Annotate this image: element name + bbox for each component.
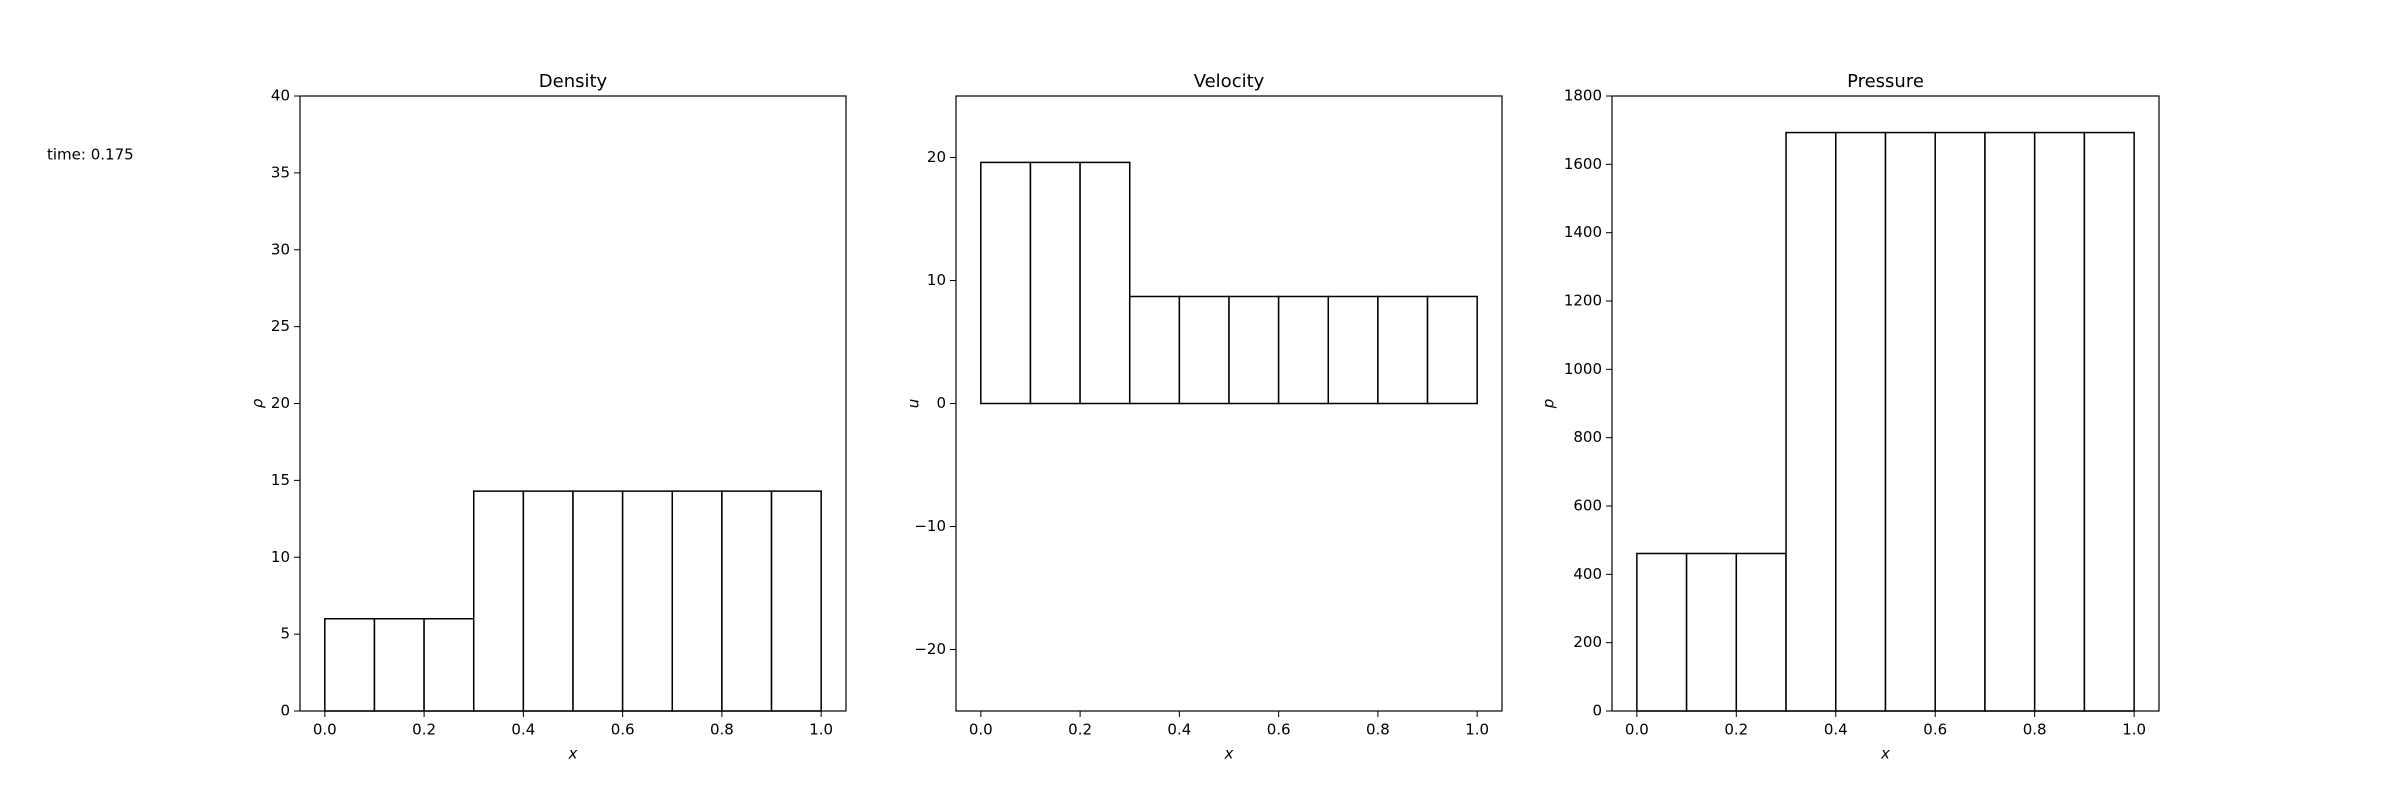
y-tick-label: 15: [271, 471, 290, 489]
x-axis-label: x: [1224, 745, 1234, 763]
y-tick-label: 10: [271, 548, 290, 566]
y-tick-label: 0: [936, 394, 946, 412]
bar: [423, 618, 475, 712]
y-tick-label: 800: [1573, 428, 1602, 446]
chart-title: Density: [539, 71, 608, 92]
bar: [2083, 131, 2135, 712]
x-tick-label: 0.8: [1366, 721, 1390, 739]
bar: [1884, 131, 1936, 712]
y-tick-label: 1800: [1564, 87, 1602, 105]
bar: [373, 618, 425, 712]
y-axis-label: u: [905, 399, 923, 409]
y-tick-label: 0: [1592, 702, 1602, 720]
y-tick-label: 20: [927, 148, 946, 166]
y-tick-label: 200: [1573, 633, 1602, 651]
bar: [572, 490, 624, 712]
y-tick-label: 1400: [1564, 223, 1602, 241]
x-tick-label: 1.0: [2122, 721, 2146, 739]
y-tick-label: 1200: [1564, 292, 1602, 310]
bar: [1984, 131, 2036, 712]
bar: [2033, 131, 2086, 712]
x-axis-label: x: [568, 745, 578, 763]
y-tick-label: 25: [271, 317, 290, 335]
y-tick-label: 1000: [1564, 360, 1602, 378]
bar: [1029, 161, 1081, 405]
y-tick-label: −10: [914, 517, 946, 535]
bar: [1685, 552, 1738, 712]
bar: [472, 490, 525, 712]
bar: [1128, 295, 1181, 405]
y-tick-label: 1600: [1564, 155, 1602, 173]
bar: [1228, 295, 1280, 405]
bar: [324, 618, 376, 712]
y-tick-label: 0: [280, 702, 290, 720]
bar: [1735, 552, 1787, 712]
y-tick-label: 600: [1573, 497, 1602, 515]
annotation: time: 0.175: [47, 146, 134, 164]
x-tick-label: 0.4: [1824, 721, 1848, 739]
bar: [770, 490, 822, 712]
x-tick-label: 0.0: [1625, 721, 1649, 739]
bar: [1835, 131, 1887, 712]
x-tick-label: 0.4: [511, 721, 535, 739]
bar: [671, 490, 723, 712]
bar: [522, 490, 574, 712]
x-tick-label: 0.6: [1923, 721, 1947, 739]
x-tick-label: 1.0: [1465, 721, 1489, 739]
x-tick-label: 0.2: [412, 721, 436, 739]
y-tick-label: 35: [271, 163, 290, 181]
y-axis-label: ρ: [249, 398, 267, 408]
x-tick-label: 0.0: [969, 721, 993, 739]
y-tick-label: −20: [914, 640, 946, 658]
bar: [621, 490, 674, 712]
x-tick-label: 0.8: [2023, 721, 2047, 739]
bar: [1079, 161, 1131, 405]
x-tick-label: 0.2: [1068, 721, 1092, 739]
x-tick-label: 0.0: [313, 721, 337, 739]
bar: [1636, 552, 1688, 712]
chart-title: Pressure: [1847, 71, 1924, 92]
chart-title: Velocity: [1194, 71, 1265, 92]
x-tick-label: 0.2: [1724, 721, 1748, 739]
y-tick-label: 5: [280, 625, 290, 643]
y-axis-label: p: [1540, 399, 1558, 410]
x-tick-label: 0.6: [1267, 721, 1291, 739]
y-tick-label: 30: [271, 240, 290, 258]
bar: [1327, 295, 1379, 405]
bar: [721, 490, 773, 712]
y-tick-label: 10: [927, 271, 946, 289]
x-tick-label: 0.6: [611, 721, 635, 739]
bar: [1934, 131, 1986, 712]
bar: [1377, 295, 1429, 405]
axes-frame: [1611, 95, 2160, 712]
x-tick-label: 0.4: [1167, 721, 1191, 739]
y-tick-label: 20: [271, 394, 290, 412]
bar: [1277, 295, 1330, 405]
bar: [1178, 295, 1230, 405]
x-axis-label: x: [1880, 745, 1890, 763]
y-tick-label: 400: [1573, 565, 1602, 583]
y-tick-label: 40: [271, 87, 290, 105]
bar: [1785, 131, 1837, 712]
bar: [1426, 295, 1478, 405]
bar: [980, 161, 1032, 405]
x-tick-label: 0.8: [710, 721, 734, 739]
x-tick-label: 1.0: [809, 721, 833, 739]
